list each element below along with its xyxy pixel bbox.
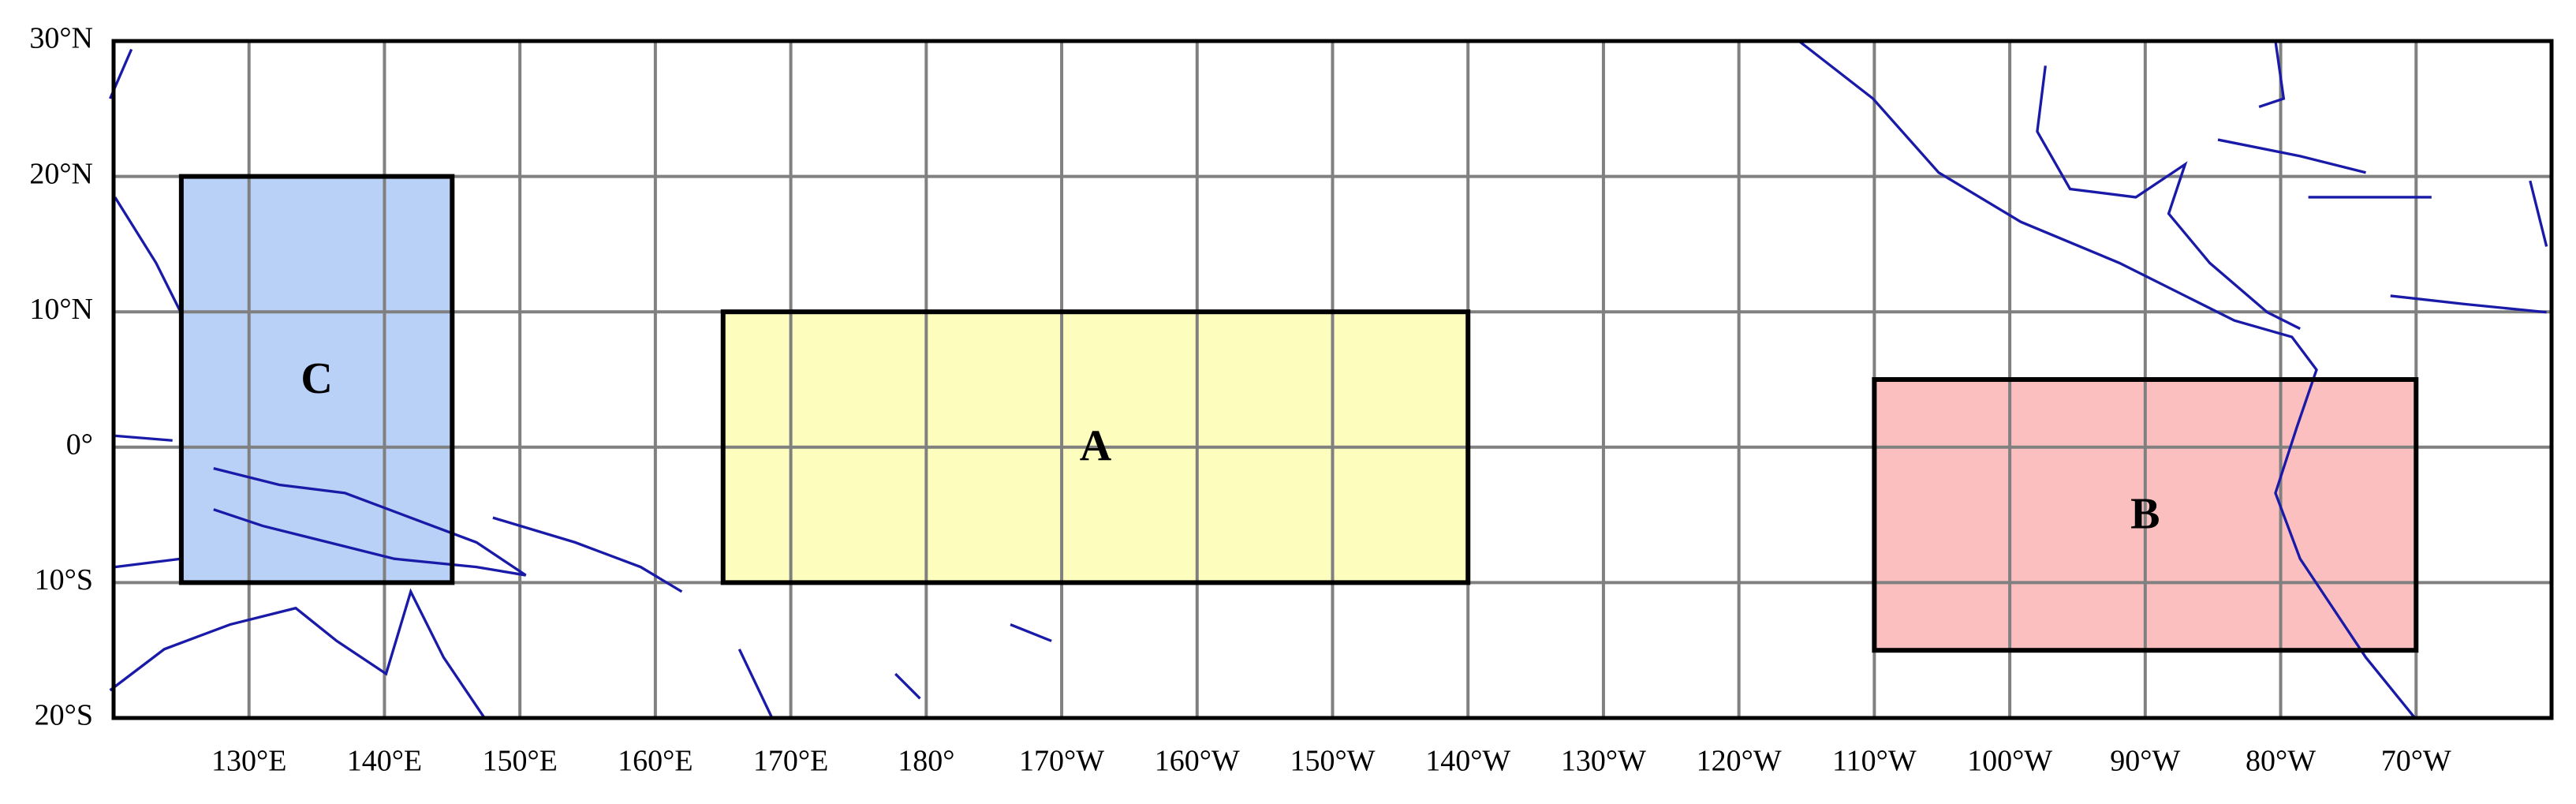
region-outline — [1872, 377, 2419, 653]
x-tick-label: 120°W — [1697, 745, 1782, 778]
region-label: C — [301, 354, 332, 403]
labels: C A B 130°E 140°E 150°E 160°E 170°E 180° 170°W 160… — [29, 22, 2451, 778]
x-tick-label: 160°E — [618, 745, 693, 778]
x-tick-label: 110°W — [1832, 745, 1917, 778]
x-tick-label: 150°W — [1290, 745, 1375, 778]
map-frame — [111, 39, 2554, 720]
x-tick-label: 180° — [898, 745, 954, 778]
region-outline — [720, 309, 1471, 585]
x-tick-label: 70°W — [2381, 745, 2451, 778]
region-label: A — [1080, 422, 1112, 471]
x-tick-label: 80°W — [2246, 745, 2316, 778]
x-tick-label: 170°W — [1019, 745, 1104, 778]
x-tick-label: 160°W — [1155, 745, 1240, 778]
x-tick-label: 130°E — [211, 745, 286, 778]
x-tick-label: 150°E — [482, 745, 557, 778]
y-tick-label: 10°N — [29, 293, 93, 326]
y-tick-label: 10°S — [35, 563, 93, 596]
x-tick-label: 130°W — [1561, 745, 1646, 778]
coastlines — [109, 39, 2548, 720]
x-tick-label: 140°W — [1425, 745, 1510, 778]
coast-gulf — [2036, 40, 2301, 331]
y-tick-label: 30°N — [29, 22, 93, 55]
x-tick-label: 170°E — [753, 745, 828, 778]
region-outline — [178, 174, 455, 585]
x-tick-label: 140°E — [347, 745, 422, 778]
coast-caribbean — [2217, 138, 2548, 314]
y-tick-label: 20°S — [35, 699, 93, 732]
x-tick-label: 100°W — [1967, 745, 2052, 778]
coast-new-guinea — [213, 467, 527, 577]
y-tick-label: 0° — [66, 428, 93, 462]
x-tick-label: 90°W — [2110, 745, 2180, 778]
y-tick-label: 20°N — [29, 157, 93, 190]
coast-asia — [109, 48, 1052, 719]
coast-americas — [1798, 39, 2417, 720]
coast-australia — [109, 588, 486, 720]
region-label: B — [2130, 489, 2160, 538]
